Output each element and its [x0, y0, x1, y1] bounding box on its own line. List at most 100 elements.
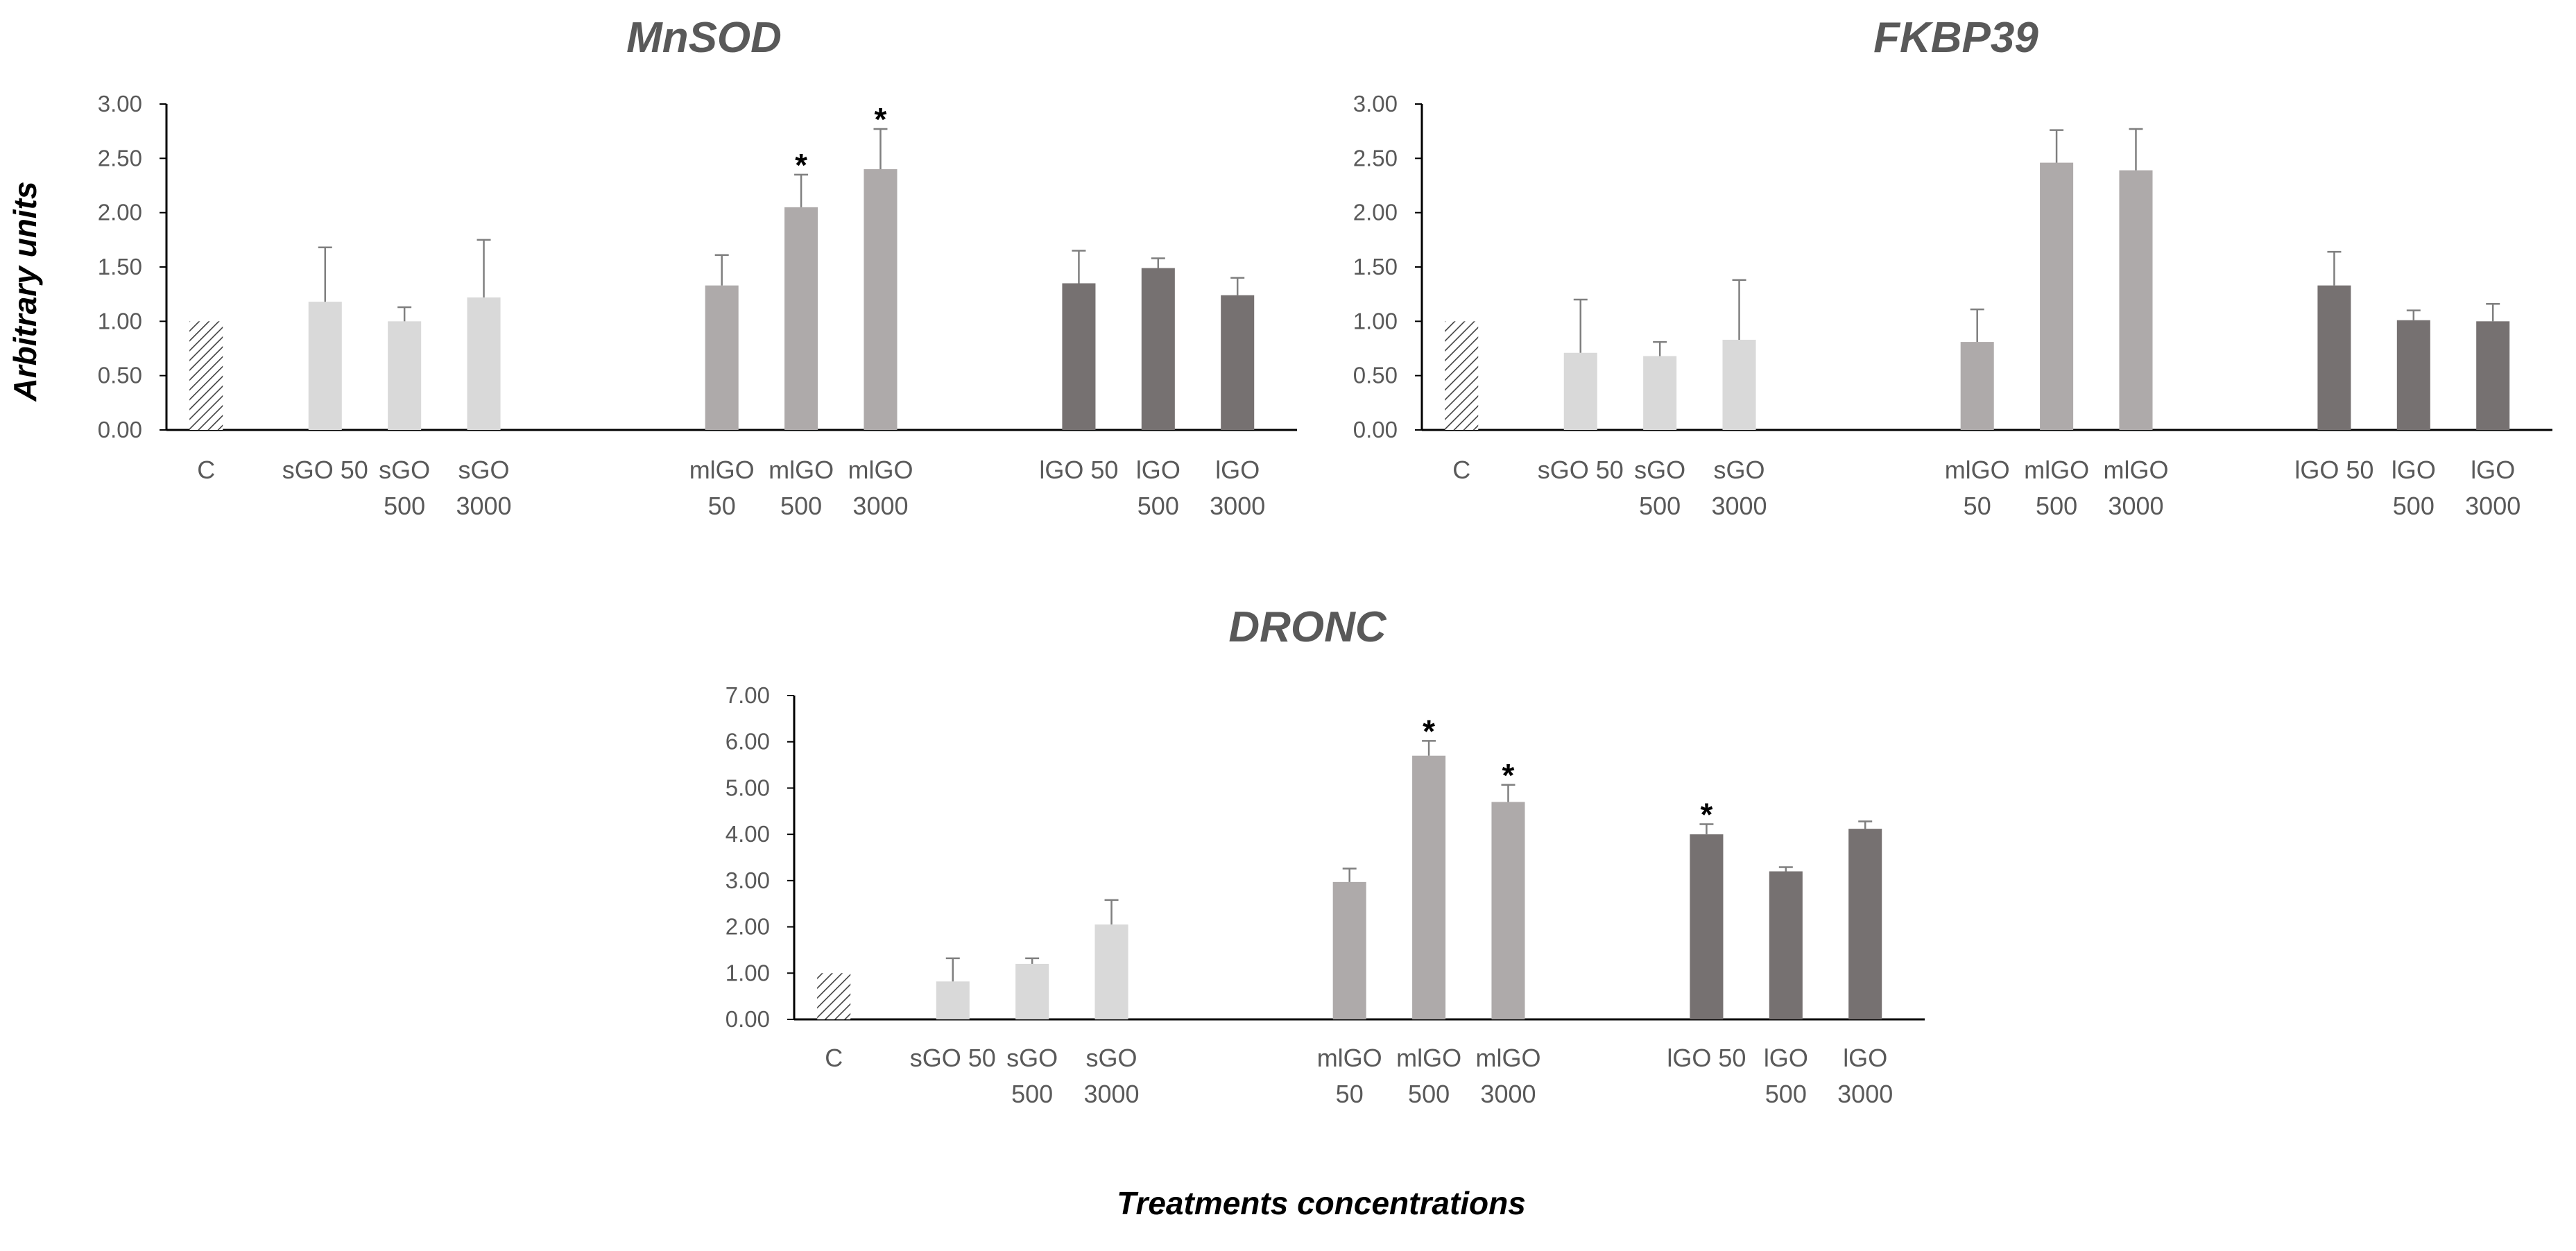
x-tick-label: sGO 50 [910, 1044, 996, 1072]
x-tick-label: sGO 500 [379, 456, 430, 520]
y-tick-label: 3.00 [725, 868, 770, 893]
significance-marker: * [1700, 796, 1712, 832]
y-tick-label: 4.00 [725, 821, 770, 847]
y-tick-label: 6.00 [725, 729, 770, 754]
mnsod-chart: MnSOD 0.00 0.50 1.00 1.50 2.00 2.50 3.00 C sGO 50… [98, 14, 1297, 520]
x-tick-label-line: 3000 [2108, 492, 2163, 520]
y-tick-label: 1.50 [1353, 254, 1398, 279]
x-tick-label-line: mlGO [2103, 456, 2168, 484]
x-tick-label-line: mlGO [1475, 1044, 1540, 1072]
x-tick-label: mlGO 3000 [1475, 1044, 1540, 1108]
x-tick-label: C [825, 1044, 843, 1072]
x-tick-label: lGO 500 [1136, 456, 1180, 520]
bar-sgo-500 [1643, 356, 1677, 430]
x-tick-label-line: mlGO [1945, 456, 2010, 484]
x-tick-label-line: 3000 [1711, 492, 1767, 520]
x-tick-label-line: lGO 50 [1039, 456, 1118, 484]
fkbp39-chart: FKBP39 0.00 0.50 1.00 1.50 2.00 2.50 3.00 C sGO 5… [1353, 14, 2552, 520]
x-tick-label-line: lGO [2392, 456, 2436, 484]
y-tick-label: 2.00 [1353, 200, 1398, 225]
x-tick-label-line: lGO 50 [2294, 456, 2373, 484]
x-tick-label: mlGO 500 [2024, 456, 2089, 520]
x-tick-label-line: 3000 [1837, 1080, 1893, 1108]
y-tick-label: 2.50 [98, 145, 142, 171]
x-tick-label: mlGO 50 [1317, 1044, 1382, 1108]
x-tick-label-line: 500 [384, 492, 425, 520]
bar-lgo-500 [1141, 268, 1175, 430]
x-tick-label: mlGO 3000 [848, 456, 913, 520]
x-tick-label-line: 500 [1765, 1080, 1807, 1108]
x-tick-label-line: mlGO [1396, 1044, 1461, 1072]
bar-sgo-500 [388, 321, 422, 430]
x-tick-label-line: lGO [1843, 1044, 1887, 1072]
y-tick-label: 3.00 [98, 91, 142, 117]
bar-lgo-50 [1062, 283, 1096, 430]
x-tick-label: sGO 500 [1634, 456, 1685, 520]
x-tick-label-line: mlGO [1317, 1044, 1382, 1072]
x-tick-label-line: sGO [458, 456, 510, 484]
y-tick-label: 0.50 [1353, 363, 1398, 388]
x-tick-label-line: mlGO [2024, 456, 2089, 484]
y-tick-label: 2.50 [1353, 145, 1398, 171]
x-tick-label-line: mlGO [768, 456, 834, 484]
bar-mlgo-50 [1960, 342, 1994, 430]
y-tick-label: 2.00 [725, 914, 770, 940]
bar-mlgo-50 [1332, 881, 1366, 1019]
x-tick-label: mlGO 500 [768, 456, 834, 520]
x-tick-label-line: C [825, 1044, 843, 1072]
bar-c [189, 321, 223, 430]
x-tick-label-line: C [197, 456, 215, 484]
x-tick-label: sGO 3000 [456, 456, 511, 520]
x-tick-label-line: 3000 [1083, 1080, 1139, 1108]
x-tick-label-line: 3000 [2465, 492, 2521, 520]
y-tick-label: 1.50 [98, 254, 142, 279]
x-tick-label-line: sGO [1714, 456, 1765, 484]
bar-lgo-50 [2317, 285, 2351, 430]
y-tick-label: 1.00 [1353, 308, 1398, 334]
x-tick-label: mlGO 3000 [2103, 456, 2168, 520]
chart-title: FKBP39 [1873, 14, 2038, 62]
x-tick-label: mlGO 50 [689, 456, 755, 520]
x-tick-label: sGO 50 [282, 456, 368, 484]
x-tick-label: lGO 3000 [2465, 456, 2521, 520]
significance-marker: * [875, 101, 887, 137]
x-tick-label-line: lGO [2471, 456, 2515, 484]
x-tick-label: lGO 50 [2294, 456, 2373, 484]
x-tick-label: lGO 3000 [1837, 1044, 1893, 1108]
x-tick-label-line: lGO [1136, 456, 1180, 484]
bar-c [1445, 321, 1479, 430]
x-tick-label: mlGO 500 [1396, 1044, 1461, 1108]
y-axis-label: Arbitrary units [7, 182, 43, 402]
bar-lgo-500 [1769, 871, 1803, 1019]
x-tick-label: lGO 50 [1039, 456, 1118, 484]
x-tick-label: sGO 500 [1006, 1044, 1058, 1108]
y-tick-label: 0.00 [725, 1006, 770, 1032]
x-tick-label-line: 500 [780, 492, 822, 520]
x-tick-label: C [1452, 456, 1470, 484]
x-tick-label-line: 500 [2036, 492, 2077, 520]
bar-mlgo-3000 [864, 169, 898, 430]
bar-sgo-3000 [467, 297, 501, 430]
x-tick-label-line: sGO 50 [282, 456, 368, 484]
x-tick-label: sGO 3000 [1711, 456, 1767, 520]
y-tick-label: 1.00 [725, 960, 770, 985]
x-axis-label: Treatments concentrations [1117, 1185, 1526, 1221]
x-tick-label-line: 3000 [1480, 1080, 1536, 1108]
bar-mlgo-3000 [1491, 802, 1525, 1019]
y-tick-label: 5.00 [725, 775, 770, 800]
bar-c [817, 973, 851, 1019]
x-tick-label-line: lGO 50 [1667, 1044, 1746, 1072]
bar-mlgo-500 [784, 207, 818, 430]
x-tick-label: sGO 3000 [1083, 1044, 1139, 1108]
x-tick-label-line: C [1452, 456, 1470, 484]
bar-mlgo-500 [1412, 755, 1446, 1019]
x-tick-label: mlGO 50 [1945, 456, 2010, 520]
x-tick-label: sGO 50 [1538, 456, 1624, 484]
bar-sgo-50 [308, 302, 342, 430]
bar-lgo-500 [2396, 320, 2430, 430]
bar-sgo-50 [1563, 352, 1597, 430]
x-tick-label-line: 3000 [1210, 492, 1265, 520]
y-tick-label: 1.00 [98, 308, 142, 334]
significance-marker: * [1423, 713, 1435, 749]
